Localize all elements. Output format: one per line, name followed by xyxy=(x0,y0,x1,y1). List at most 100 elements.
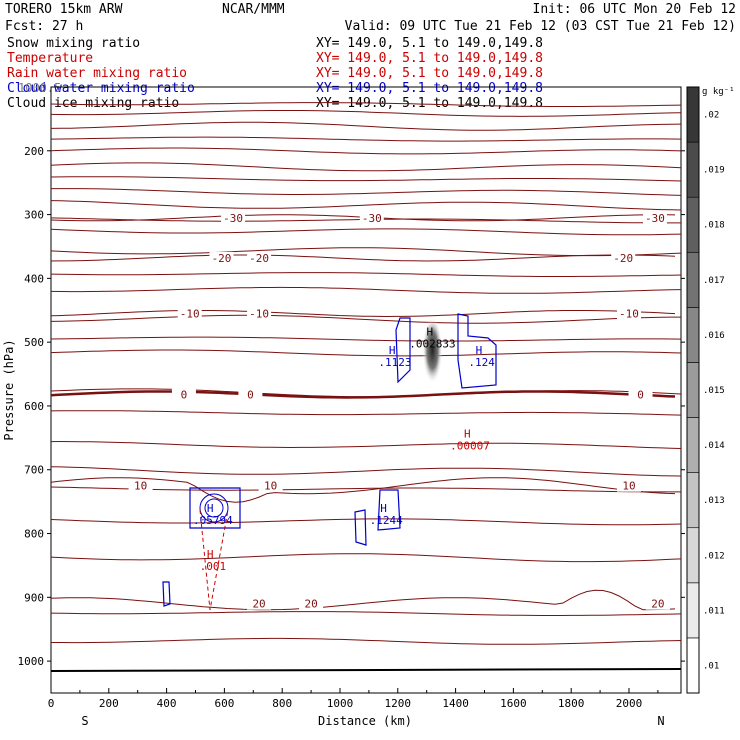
y-axis-label: Pressure (hPa) xyxy=(2,339,16,440)
colorbar-swatch xyxy=(686,141,700,198)
label-bg xyxy=(171,388,196,401)
colorbar-swatch xyxy=(686,251,700,308)
y-tick-label: 200 xyxy=(24,145,44,158)
max-value-label: .002833 xyxy=(409,337,455,350)
y-tick-label: 600 xyxy=(24,400,44,413)
maxima-labels: H.1123H.124H.1244H.05794H.002833H.00007H… xyxy=(193,325,495,573)
cloud-water-contour xyxy=(377,489,401,531)
field-name: Temperature xyxy=(7,51,93,66)
background-contour xyxy=(51,228,681,236)
colorbar-swatch xyxy=(686,196,700,253)
label-bg xyxy=(628,388,653,401)
isotherm-label: -30 xyxy=(223,212,243,225)
colorbar-swatch xyxy=(686,472,700,529)
x-tick-label: 1400 xyxy=(442,697,469,710)
max-value-label: .124 xyxy=(468,356,495,369)
background-contour xyxy=(51,176,681,182)
background-contour xyxy=(51,336,681,342)
background-contour xyxy=(51,272,681,277)
colorbar-label: .016 xyxy=(703,331,725,341)
y-tick-label: 800 xyxy=(24,528,44,541)
cloud-water-contour xyxy=(162,581,171,607)
background-contour xyxy=(51,410,681,416)
max-value-label: .05794 xyxy=(193,514,233,527)
isotherm xyxy=(51,310,676,318)
field-legend: Snow mixing ratio XY= 149.0, 5.1 to 149.… xyxy=(7,36,543,111)
rain-contour xyxy=(199,509,229,611)
label-bg xyxy=(616,307,641,320)
y-tick-label: 700 xyxy=(24,464,44,477)
field-xy: XY= 149.0, 5.1 to 149.0,149.8 xyxy=(316,81,543,96)
isotherm-label: 10 xyxy=(264,480,277,493)
x-axis: 0 200 400 600 800 1000 1200 1400 1600 1800 2000 xyxy=(48,688,659,710)
x-tick-label: 200 xyxy=(99,697,119,710)
background-contour xyxy=(51,553,681,563)
x-tick-label: 2000 xyxy=(616,697,643,710)
colorbar-label: .014 xyxy=(703,441,725,451)
colorbar-swatch xyxy=(686,86,700,143)
background-contour xyxy=(51,247,681,257)
background-contour xyxy=(51,110,681,117)
colorbar-label: .02 xyxy=(703,111,719,121)
isotherm-label: 20 xyxy=(651,598,664,611)
field-name: Cloud ice mixing ratio xyxy=(7,96,179,111)
label-bg xyxy=(209,251,234,264)
background-contour xyxy=(51,314,681,324)
background-contour xyxy=(51,102,681,107)
label-bg xyxy=(247,307,272,320)
isotherm-label: -30 xyxy=(362,212,382,225)
max-marker: H xyxy=(464,427,471,440)
colorbar-label: .01 xyxy=(703,661,719,671)
colorbar-swatch xyxy=(686,582,700,639)
cloud-water-contour xyxy=(457,313,497,389)
field-xy: XY= 149.0, 5.1 to 149.0,149.8 xyxy=(316,51,543,66)
rain-contours xyxy=(199,509,229,611)
colorbar-frame xyxy=(686,86,700,694)
background-contour xyxy=(51,611,681,616)
field-name: Cloud water mixing ratio xyxy=(7,81,195,96)
field-name: Rain water mixing ratio xyxy=(7,66,187,81)
isotherm-label: 10 xyxy=(134,480,147,493)
max-marker: H xyxy=(426,325,433,338)
x-tick-label: 1600 xyxy=(500,697,527,710)
x-tick-label: 600 xyxy=(214,697,234,710)
background-contour xyxy=(51,162,681,172)
label-bg xyxy=(128,479,153,492)
isotherm-label: 20 xyxy=(252,598,265,611)
isotherm xyxy=(51,254,676,262)
colorbar-label: .019 xyxy=(703,166,725,176)
isotherm-label: -10 xyxy=(180,307,200,320)
colorbar-swatch xyxy=(686,527,700,584)
colorbar-label: .015 xyxy=(703,386,725,396)
max-marker: H xyxy=(207,502,214,515)
valid-time: Valid: 09 UTC Tue 21 Feb 12 (03 CST Tue … xyxy=(345,19,736,34)
colorbar-swatch xyxy=(686,307,700,363)
plot-frame xyxy=(50,86,682,694)
label-bg xyxy=(616,479,641,492)
colorbar-label: .011 xyxy=(703,606,725,616)
background-contour xyxy=(51,518,681,526)
background-contour xyxy=(51,121,681,131)
field-xy: XY= 149.0, 5.1 to 149.0,149.8 xyxy=(316,36,543,51)
label-bg xyxy=(258,479,283,492)
colorbar-swatch xyxy=(686,637,700,694)
snow-core xyxy=(422,316,443,384)
isotherm-label: 20 xyxy=(304,598,317,611)
isotherm-label: -20 xyxy=(249,252,269,265)
y-tick-label: 400 xyxy=(24,272,44,285)
label-bg xyxy=(238,388,263,401)
background-contour xyxy=(51,466,681,477)
max-marker: H xyxy=(389,344,396,357)
colorbar: .01 .011 .012 .013 .014 .015 .016 .017 .018 .019.… xyxy=(686,86,725,694)
colorbar-label: .013 xyxy=(703,496,725,506)
background-contours xyxy=(51,102,681,645)
field-name: Snow mixing ratio xyxy=(7,36,140,51)
background-contour xyxy=(51,136,681,142)
colorbar-label: .018 xyxy=(703,221,725,231)
label-bg xyxy=(221,211,246,224)
isotherm xyxy=(51,390,676,399)
label-bg xyxy=(611,251,636,264)
background-contour xyxy=(51,147,681,155)
